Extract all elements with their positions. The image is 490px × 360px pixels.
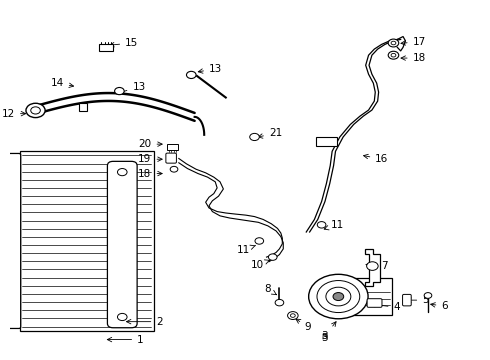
Bar <box>79 103 87 111</box>
Text: 2: 2 <box>126 317 163 327</box>
Bar <box>20 151 154 330</box>
Circle shape <box>26 103 45 118</box>
Text: 18: 18 <box>138 168 162 179</box>
Bar <box>99 44 113 50</box>
Circle shape <box>187 71 196 78</box>
Circle shape <box>391 41 396 45</box>
FancyBboxPatch shape <box>107 161 137 328</box>
Text: 19: 19 <box>138 154 162 164</box>
Text: 18: 18 <box>401 53 426 63</box>
Text: 16: 16 <box>364 154 389 164</box>
Circle shape <box>291 314 295 318</box>
Circle shape <box>170 166 178 172</box>
Text: 11: 11 <box>237 245 255 255</box>
FancyBboxPatch shape <box>166 153 176 163</box>
Text: 12: 12 <box>1 109 25 119</box>
Text: 20: 20 <box>138 139 162 149</box>
Circle shape <box>118 168 127 176</box>
Bar <box>316 137 337 145</box>
Circle shape <box>269 254 277 260</box>
Text: 6: 6 <box>431 301 448 311</box>
Circle shape <box>317 280 360 312</box>
Circle shape <box>309 274 368 319</box>
Polygon shape <box>36 93 195 121</box>
Text: 3: 3 <box>321 333 328 343</box>
Bar <box>347 278 392 315</box>
Text: 4: 4 <box>371 302 400 312</box>
Circle shape <box>250 134 259 140</box>
Circle shape <box>391 53 396 57</box>
Circle shape <box>31 107 40 114</box>
Text: 9: 9 <box>296 319 312 332</box>
FancyBboxPatch shape <box>367 299 382 307</box>
Text: 7: 7 <box>366 261 388 271</box>
Circle shape <box>118 314 127 320</box>
Circle shape <box>333 293 343 301</box>
FancyBboxPatch shape <box>403 294 411 306</box>
Text: 5: 5 <box>407 295 429 305</box>
Polygon shape <box>365 249 380 286</box>
Text: 10: 10 <box>251 260 270 270</box>
Circle shape <box>388 51 399 59</box>
Circle shape <box>388 39 399 47</box>
Circle shape <box>288 312 298 319</box>
Text: 15: 15 <box>110 38 138 48</box>
Circle shape <box>424 293 432 298</box>
Text: 17: 17 <box>401 37 426 46</box>
Bar <box>167 144 178 149</box>
Circle shape <box>326 287 351 306</box>
Text: 14: 14 <box>50 78 74 88</box>
Text: 8: 8 <box>265 284 276 295</box>
Text: 21: 21 <box>258 129 282 138</box>
Text: 1: 1 <box>107 334 144 345</box>
Text: 3: 3 <box>321 322 336 341</box>
Circle shape <box>115 87 124 95</box>
Text: 11: 11 <box>324 220 344 230</box>
FancyBboxPatch shape <box>8 153 21 328</box>
Text: 13: 13 <box>119 82 146 94</box>
Circle shape <box>255 238 264 244</box>
Circle shape <box>318 222 326 228</box>
Circle shape <box>367 262 378 270</box>
Circle shape <box>275 300 284 306</box>
Text: 13: 13 <box>198 64 222 74</box>
